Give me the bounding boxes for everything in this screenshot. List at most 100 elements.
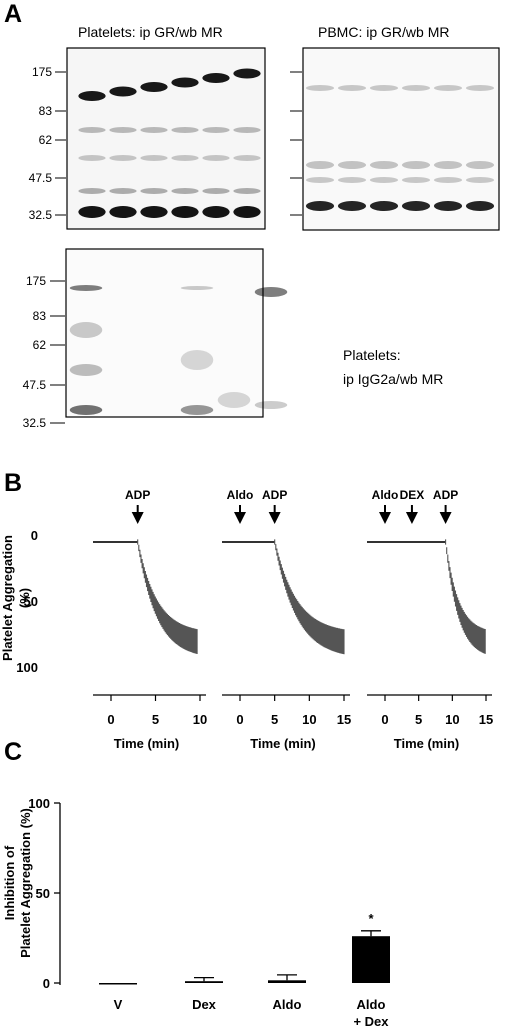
band — [109, 188, 137, 194]
band — [369, 201, 399, 211]
band — [202, 73, 230, 83]
arrow-label-dex: DEX — [400, 488, 425, 502]
trace-x-axis: 0 5 10 15 Time (min) — [222, 694, 351, 751]
down-arrow-icon — [379, 512, 391, 524]
band — [180, 405, 214, 415]
band — [305, 85, 335, 91]
band — [465, 85, 495, 91]
band — [217, 392, 251, 408]
panel-c-ylabel-line2: Platelet Aggregation (%) — [18, 808, 33, 958]
band — [171, 127, 199, 133]
y-tick-label: 50 — [36, 886, 50, 901]
category-label: Aldo — [357, 997, 386, 1012]
band — [140, 82, 168, 92]
bar — [99, 983, 137, 985]
band — [433, 85, 463, 91]
panel-b-ytick-50: 50 — [24, 594, 38, 609]
marker-32-5: 32.5 — [23, 416, 47, 430]
band — [69, 364, 103, 376]
arrow-label-aldo: Aldo — [227, 488, 254, 502]
trace-x-axis: 0 5 10 Time (min) — [93, 694, 207, 751]
band — [180, 350, 214, 370]
trace-response — [137, 539, 198, 654]
band — [69, 322, 103, 338]
marker-32-5: 32.5 — [29, 208, 53, 222]
band — [337, 161, 367, 169]
band — [202, 127, 230, 133]
down-arrow-icon — [131, 512, 144, 524]
band — [109, 127, 137, 133]
blot-1-markers: 175 83 62 47.5 32.5 — [29, 65, 66, 222]
band — [202, 206, 230, 218]
blot-2-title: PBMC: ip GR/wb MR — [318, 24, 449, 40]
band — [69, 285, 103, 291]
arrow-label-adp: ADP — [433, 488, 458, 502]
band — [337, 85, 367, 91]
error-bar — [194, 976, 214, 982]
band — [433, 161, 463, 169]
blot-1-title: Platelets: ip GR/wb MR — [78, 24, 223, 40]
marker-175: 175 — [26, 274, 46, 288]
band — [465, 177, 495, 183]
band — [140, 206, 168, 218]
control-label-line2: ip IgG2a/wb MR — [343, 371, 443, 387]
x-tick-label: 15 — [337, 712, 351, 727]
panel-b-ytick-100: 100 — [16, 660, 38, 675]
panel-a-letter: A — [4, 0, 22, 28]
x-tick-label: 5 — [271, 712, 278, 727]
band — [109, 155, 137, 161]
trace-x-axis: 0 5 10 15 Time (min) — [367, 694, 493, 751]
marker-47-5: 47.5 — [23, 378, 47, 392]
bar — [268, 980, 306, 983]
band — [337, 201, 367, 211]
band — [433, 177, 463, 183]
band — [465, 201, 495, 211]
blot-3-markers: 175 83 62 47.5 32.5 — [23, 274, 65, 430]
category-label: V — [114, 997, 123, 1012]
band — [140, 188, 168, 194]
marker-47-5: 47.5 — [29, 171, 53, 185]
down-arrow-icon — [439, 512, 452, 524]
band — [202, 188, 230, 194]
x-tick-label: 15 — [479, 712, 493, 727]
band — [401, 161, 431, 169]
x-tick-label: 5 — [152, 712, 159, 727]
band — [69, 405, 103, 415]
x-axis-label: Time (min) — [114, 736, 180, 751]
error-bar — [361, 930, 381, 937]
bar — [352, 936, 390, 983]
down-arrow-icon — [268, 512, 281, 524]
x-axis-label: Time (min) — [250, 736, 316, 751]
panel-c-letter: C — [4, 738, 22, 766]
band — [305, 201, 335, 211]
band — [401, 85, 431, 91]
band — [233, 68, 261, 79]
band — [254, 401, 288, 409]
band — [233, 206, 261, 218]
band — [401, 177, 431, 183]
marker-83: 83 — [39, 104, 53, 118]
band — [369, 161, 399, 169]
band — [140, 127, 168, 133]
down-arrow-icon — [234, 512, 246, 524]
panel-b-ylabel-line1: Platelet Aggregation — [0, 535, 15, 661]
marker-83: 83 — [33, 309, 47, 323]
band — [202, 155, 230, 161]
band — [369, 177, 399, 183]
band — [171, 77, 199, 88]
category-label: + Dex — [353, 1014, 389, 1029]
x-tick-label: 10 — [302, 712, 316, 727]
band — [233, 155, 261, 161]
band — [78, 206, 106, 218]
band — [305, 177, 335, 183]
band — [465, 161, 495, 169]
marker-175: 175 — [32, 65, 52, 79]
arrow-label-adp: ADP — [125, 488, 150, 502]
y-tick-label: 100 — [28, 796, 50, 811]
blot-1 — [66, 47, 266, 230]
x-tick-label: 0 — [107, 712, 114, 727]
panel-b-ytick-0: 0 — [31, 528, 38, 543]
bar — [185, 981, 223, 983]
band — [233, 127, 261, 133]
